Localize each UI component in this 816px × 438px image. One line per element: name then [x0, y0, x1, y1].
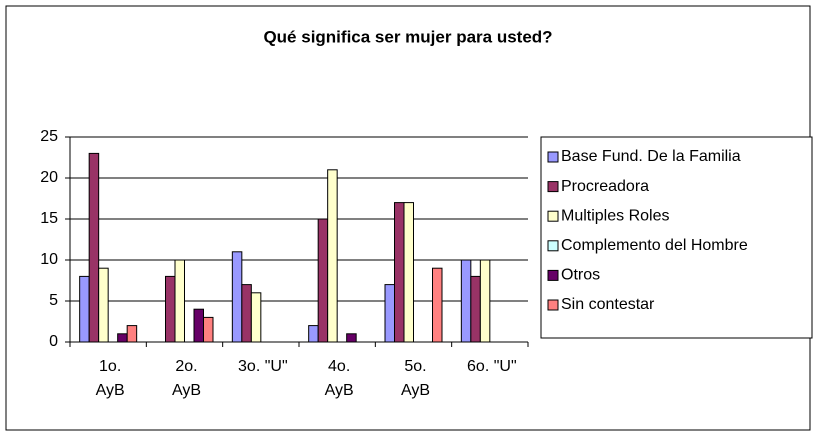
legend-swatch	[547, 299, 559, 311]
bar	[327, 169, 338, 343]
bar	[126, 325, 138, 343]
y-tick-label: 20	[40, 169, 58, 186]
bar	[470, 275, 481, 343]
x-tick-label: 1o. AyB	[96, 358, 125, 399]
chart-title: Qué significa ser mujer para usted?	[263, 27, 552, 46]
y-tick-label: 0	[49, 333, 58, 350]
bar	[203, 316, 214, 343]
bar	[308, 325, 319, 343]
legend-swatch	[547, 181, 559, 193]
bar	[98, 267, 109, 343]
legend-swatch	[547, 210, 559, 222]
y-tick-label: 10	[40, 251, 58, 268]
bar	[88, 152, 100, 343]
bar	[384, 284, 395, 343]
legend-label: Sin contestar	[561, 296, 655, 313]
bar	[432, 267, 443, 343]
x-tick-label: 6o. "U"	[467, 358, 517, 375]
x-tick-label: 3o. "U"	[238, 358, 288, 375]
bar	[394, 202, 405, 343]
legend-label: Otros	[561, 267, 600, 284]
bar	[174, 259, 185, 343]
x-tick-label: 2o. AyB	[172, 358, 201, 399]
y-tick-label: 5	[49, 292, 58, 309]
legend-label: Complemento del Hombre	[561, 237, 748, 254]
bar	[241, 284, 252, 343]
bar	[403, 202, 414, 343]
y-tick-label: 25	[40, 128, 58, 145]
x-tick-label: 5o. AyB	[401, 358, 430, 399]
bar	[317, 218, 329, 343]
bar	[250, 292, 262, 343]
bar	[117, 333, 128, 343]
legend-swatch	[547, 240, 559, 252]
bar	[79, 275, 90, 343]
legend-swatch	[547, 151, 559, 163]
bar	[231, 251, 243, 343]
legend-swatch	[547, 269, 559, 281]
bar	[346, 333, 357, 343]
legend-label: Base Fund. De la Familia	[561, 148, 741, 165]
y-tick-label: 15	[40, 210, 58, 227]
bar	[193, 308, 204, 343]
legend-label: Procreadora	[561, 178, 649, 195]
legend-label: Multiples Roles	[561, 207, 669, 224]
bar	[479, 259, 491, 343]
bar	[165, 275, 176, 343]
legend-box	[540, 136, 813, 339]
bar	[460, 259, 472, 343]
x-tick-label: 4o. AyB	[325, 358, 354, 399]
